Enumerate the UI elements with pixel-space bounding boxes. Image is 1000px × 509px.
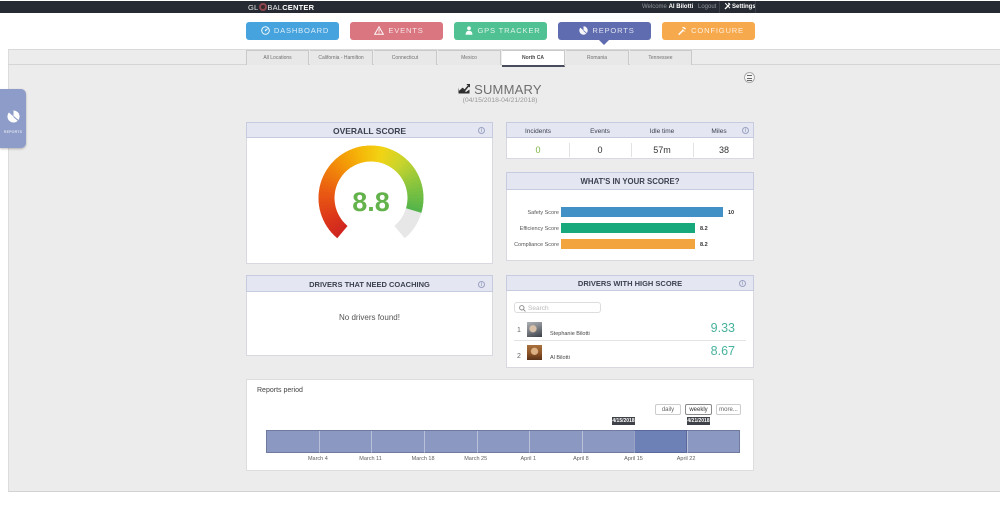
svg-text:8.8: 8.8 <box>352 187 390 217</box>
